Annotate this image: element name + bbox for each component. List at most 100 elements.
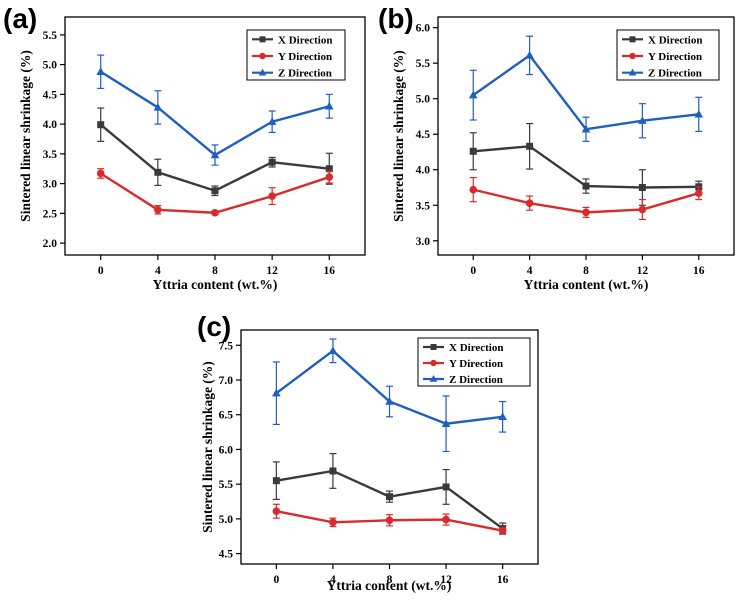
x-tick-label: 8 — [387, 574, 393, 586]
data-point — [272, 507, 281, 516]
y-axis-title: Sintered linear shrinkage (%) — [200, 361, 215, 533]
legend-label: Y Direction — [449, 358, 503, 370]
x-tick-label: 0 — [273, 574, 279, 586]
data-point — [210, 150, 220, 159]
panel-label: (c) — [197, 311, 231, 342]
y-axis-title: Sintered linear shrinkage (%) — [391, 50, 406, 222]
data-point — [268, 158, 276, 166]
data-point — [582, 208, 590, 217]
series-x-direction — [97, 107, 333, 197]
series-x-direction — [272, 452, 507, 535]
legend-label: Z Direction — [278, 68, 332, 80]
data-point — [329, 467, 337, 475]
x-tick-label: 16 — [497, 574, 509, 586]
data-point — [525, 199, 534, 207]
legend-marker — [629, 36, 636, 43]
y-tick-label: 5.0 — [416, 94, 431, 106]
data-point — [325, 173, 334, 181]
data-point — [498, 526, 507, 535]
legend-label: Z Direction — [648, 68, 702, 80]
legend: X Direction Y Direction Z Direction — [246, 29, 346, 81]
data-point — [324, 101, 334, 110]
x-axis-title: Yttria content (wt.%) — [327, 578, 452, 593]
series-line — [100, 70, 330, 157]
legend: X Direction Y Direction Z Direction — [616, 29, 720, 81]
y-tick-label: 4.0 — [43, 119, 58, 131]
series-z-direction — [96, 54, 334, 166]
data-point — [498, 412, 507, 420]
y-tick-label: 5.5 — [43, 30, 58, 42]
data-point — [385, 397, 394, 405]
y-tick-label: 2.0 — [43, 238, 58, 250]
series-y-direction — [469, 176, 703, 221]
y-tick-label: 4.5 — [43, 89, 58, 101]
data-point — [694, 189, 703, 197]
y-tick-label: 3.5 — [416, 200, 431, 212]
y-tick-label: 5.5 — [219, 479, 234, 491]
series-y-direction — [272, 503, 507, 535]
x-tick-label: 12 — [440, 574, 452, 586]
data-point — [638, 116, 647, 124]
data-point — [582, 182, 590, 190]
data-point — [385, 516, 394, 525]
data-point — [325, 165, 333, 173]
chart-panel-3: (c) 4.5 5.0 5.5 6.0 6.5 7.0 7.5 0 4 8 12 16 Yttria co… — [197, 311, 539, 593]
data-point — [154, 205, 162, 214]
y-tick-label: 3.5 — [43, 149, 58, 161]
data-point — [638, 205, 647, 214]
data-point — [96, 169, 105, 178]
y-tick-label: 6.5 — [219, 410, 234, 422]
x-tick-label: 8 — [212, 265, 218, 277]
y-tick-label: 5.0 — [43, 60, 58, 72]
data-point — [153, 102, 163, 111]
legend-marker — [259, 36, 266, 43]
data-point — [268, 192, 276, 200]
legend-marker — [259, 52, 266, 60]
series-y-direction — [96, 168, 334, 217]
data-point — [329, 518, 337, 527]
data-point — [328, 346, 338, 355]
legend-label: Y Direction — [278, 51, 332, 63]
y-tick-label: 5.0 — [219, 514, 234, 526]
x-tick-label: 4 — [155, 265, 161, 277]
data-point — [272, 388, 281, 397]
y-tick-label: 4.0 — [416, 165, 431, 177]
data-point — [211, 187, 219, 195]
legend: X Direction Y Direction Z Direction — [417, 337, 531, 387]
data-point — [469, 185, 478, 194]
x-tick-label: 4 — [330, 574, 336, 586]
data-point — [441, 419, 451, 427]
x-axis-title: Yttria content (wt.%) — [153, 277, 278, 292]
y-tick-label: 3.0 — [43, 179, 58, 191]
y-tick-label: 3.0 — [416, 236, 431, 248]
data-point — [386, 493, 393, 501]
legend-label: X Direction — [278, 34, 332, 46]
data-point — [442, 483, 450, 491]
x-tick-label: 12 — [637, 265, 649, 277]
y-tick-label: 4.5 — [416, 129, 431, 141]
y-tick-label: 7.5 — [219, 340, 234, 352]
data-point — [638, 184, 646, 192]
chart-panel-1: (a) 2.0 2.5 3.0 3.5 4.0 4.5 5.0 5.5 0 4 8 12 16 Yttria… — [3, 3, 366, 292]
data-point — [525, 50, 534, 59]
x-tick-label: 8 — [583, 265, 589, 277]
data-point — [526, 142, 534, 150]
data-point — [272, 477, 280, 485]
series-z-direction — [272, 338, 507, 453]
legend-marker — [628, 68, 637, 76]
panel-label: (a) — [3, 3, 37, 34]
data-point — [267, 117, 277, 125]
x-tick-label: 16 — [693, 265, 705, 277]
y-axis-title: Sintered linear shrinkage (%) — [18, 50, 33, 222]
data-point — [154, 168, 162, 176]
y-tick-label: 6.0 — [219, 444, 234, 456]
data-point — [468, 90, 478, 99]
y-tick-label: 2.5 — [43, 208, 58, 220]
x-axis-title: Yttria content (wt.%) — [524, 277, 649, 292]
panel-label: (b) — [378, 3, 414, 34]
legend-marker — [430, 344, 437, 350]
legend-label: Y Direction — [648, 51, 702, 63]
data-point — [96, 67, 106, 75]
x-tick-label: 0 — [470, 265, 476, 277]
y-tick-label: 5.5 — [416, 58, 431, 70]
